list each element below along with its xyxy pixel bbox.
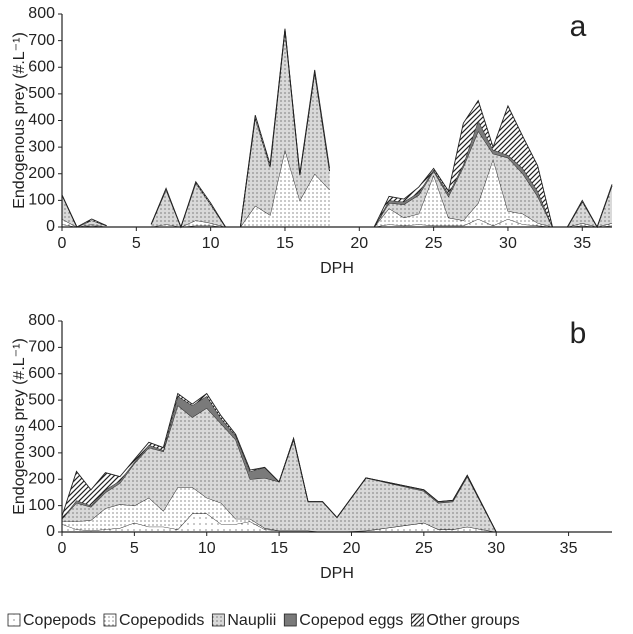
area-fill bbox=[62, 28, 612, 227]
x-tick-label: 20 bbox=[343, 540, 361, 557]
y-tick-label: 700 bbox=[28, 339, 55, 356]
panel-label: b bbox=[570, 317, 587, 350]
x-tick-label: 5 bbox=[130, 540, 139, 557]
panel-label: a bbox=[570, 10, 587, 43]
area-fill bbox=[62, 487, 497, 532]
x-tick-label: 15 bbox=[276, 235, 294, 252]
y-tick-label: 100 bbox=[28, 192, 55, 209]
y-tick-label: 500 bbox=[28, 85, 55, 102]
legend-swatch bbox=[103, 613, 117, 627]
y-tick-label: 400 bbox=[28, 418, 55, 435]
area-fill bbox=[62, 405, 497, 532]
x-tick-label: 15 bbox=[270, 540, 288, 557]
x-axis-title: DPH bbox=[320, 260, 354, 277]
y-tick-label: 800 bbox=[28, 312, 55, 329]
x-tick-label: 25 bbox=[425, 235, 443, 252]
y-axis-title: Endogenous prey (#.L⁻¹) bbox=[11, 338, 28, 515]
x-axis-title: DPH bbox=[320, 565, 354, 582]
x-tick-label: 25 bbox=[415, 540, 433, 557]
x-tick-label: 35 bbox=[573, 235, 591, 252]
x-tick-label: 0 bbox=[58, 235, 67, 252]
y-tick-label: 800 bbox=[28, 5, 55, 22]
x-tick-label: 35 bbox=[560, 540, 578, 557]
x-tick-label: 30 bbox=[487, 540, 505, 557]
area-edge bbox=[61, 392, 497, 533]
y-tick-label: 300 bbox=[28, 138, 55, 155]
area-fill bbox=[62, 29, 612, 227]
x-tick-label: 20 bbox=[350, 235, 368, 252]
y-axis-title: Endogenous prey (#.L⁻¹) bbox=[11, 32, 28, 209]
y-tick-label: 0 bbox=[46, 523, 55, 540]
legend-swatch bbox=[410, 613, 424, 627]
legend-swatch bbox=[7, 613, 21, 627]
x-tick-label: 0 bbox=[58, 540, 67, 557]
area-edge bbox=[61, 404, 497, 533]
legend-label: Nauplii bbox=[227, 612, 276, 629]
y-tick-label: 300 bbox=[28, 444, 55, 461]
y-tick-label: 200 bbox=[28, 165, 55, 182]
x-tick-label: 5 bbox=[132, 235, 141, 252]
x-tick-label: 30 bbox=[499, 235, 517, 252]
legend-swatch bbox=[211, 613, 225, 627]
y-tick-label: 0 bbox=[46, 218, 55, 235]
legend-label: Copepods bbox=[23, 612, 96, 629]
y-tick-label: 100 bbox=[28, 497, 55, 514]
legend-label: Other groups bbox=[426, 612, 519, 629]
legend-swatch bbox=[283, 613, 297, 627]
y-tick-label: 700 bbox=[28, 32, 55, 49]
legend-label: Copepodids bbox=[119, 612, 204, 629]
y-tick-label: 200 bbox=[28, 470, 55, 487]
y-tick-label: 400 bbox=[28, 112, 55, 129]
y-tick-label: 600 bbox=[28, 58, 55, 75]
area-fill bbox=[62, 513, 497, 532]
y-tick-label: 500 bbox=[28, 391, 55, 408]
legend-label: Copepod eggs bbox=[299, 612, 403, 629]
x-tick-label: 10 bbox=[202, 235, 220, 252]
y-tick-label: 600 bbox=[28, 365, 55, 382]
x-tick-label: 10 bbox=[198, 540, 216, 557]
